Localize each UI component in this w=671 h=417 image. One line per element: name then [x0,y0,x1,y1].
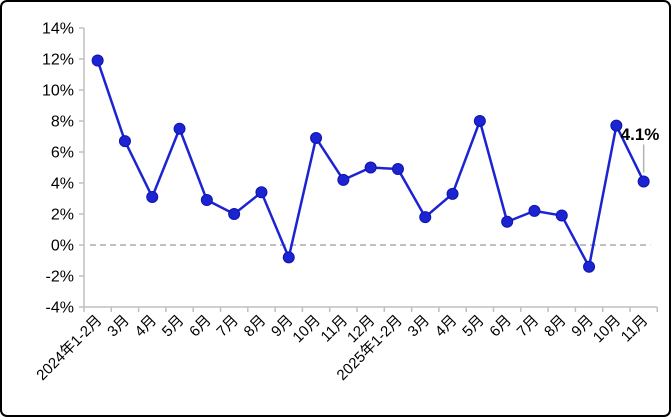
x-tick-label: 8月 [541,312,570,341]
data-point [419,211,432,224]
data-point [528,204,541,217]
x-tick-label: 3月 [104,312,133,341]
series-markers [91,54,650,273]
x-axis: 2024年1-2月3月4月5月6月7月8月9月10月11月12月2025年1-2… [33,306,659,384]
data-point [583,260,596,273]
data-point [364,161,377,174]
data-point [228,208,241,220]
data-point [91,54,104,67]
data-point [173,122,186,135]
data-point [337,173,350,186]
y-tick-label: 4% [51,176,74,193]
x-tick-label: 4月 [132,312,161,341]
y-tick-label: 14% [42,21,74,38]
data-point [282,251,295,264]
x-tick-label: 11月 [318,312,352,346]
x-tick-label: 11月 [618,312,652,346]
x-tick-label: 2024年1-2月 [33,312,105,384]
data-point [446,187,459,200]
x-tick-label: 8月 [241,312,270,341]
data-point [200,194,213,207]
x-tick-label: 4月 [432,312,461,341]
y-axis: 14% 12% 10% 8% 6% 4% 2% 0% -2% -4% [42,21,85,317]
y-tick-label: -4% [46,300,74,317]
x-tick-label: 5月 [159,312,188,341]
data-point [473,115,486,127]
x-tick-label: 10月 [289,312,323,346]
y-tick-label: 2% [51,207,74,224]
data-point [555,209,568,222]
y-tick-label: 0% [51,238,74,255]
y-tick-label: 6% [51,145,74,162]
data-point [255,186,268,199]
x-tick-label: 7月 [514,312,543,341]
annotation-label: 4.1% [621,125,660,144]
data-point [501,215,514,228]
y-tick-label: 10% [42,83,74,100]
x-tick-label: 6月 [486,312,515,341]
x-tick-label: 10月 [590,312,624,346]
data-point [637,175,650,188]
data-point [146,190,159,203]
y-tick-label: 8% [51,114,74,131]
x-tick-label: 6月 [186,312,215,341]
data-point [118,135,131,148]
data-point [610,119,623,132]
data-point [310,132,323,145]
last-point-annotation: 4.1% [621,125,660,173]
x-tick-label: 3月 [405,312,434,341]
x-tick-label: 5月 [459,312,488,341]
x-tick-label: 7月 [213,312,242,341]
y-tick-label: -2% [46,269,74,286]
y-tick-label: 12% [42,52,74,69]
data-point [391,163,404,176]
